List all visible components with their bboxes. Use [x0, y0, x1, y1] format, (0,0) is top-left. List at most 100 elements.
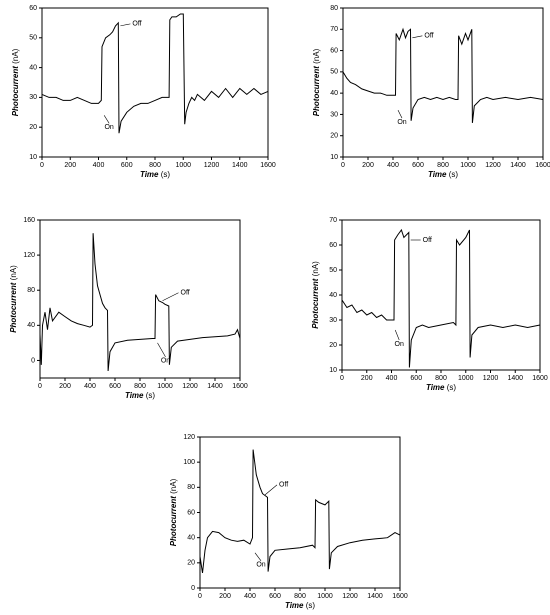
y-axis-label: Photocurrent (nA) — [311, 261, 320, 329]
x-tick-label: 400 — [84, 383, 96, 390]
x-tick-label: 400 — [386, 375, 398, 382]
x-tick-label: 400 — [244, 593, 256, 600]
y-axis-label: Photocurrent (nA) — [11, 48, 20, 116]
data-line — [342, 27, 544, 123]
x-axis-title: Time — [426, 383, 445, 392]
x-tick-label: 200 — [59, 383, 71, 390]
x-axis-unit: (s) — [449, 170, 459, 179]
y-tick-label: 30 — [330, 111, 338, 118]
x-tick-label: 1600 — [535, 162, 550, 169]
y-tick-label: 50 — [330, 69, 338, 76]
annotation-pointer — [397, 110, 403, 119]
y-axis-unit: (nA) — [312, 48, 321, 63]
annotation: Off — [423, 237, 432, 244]
annotation: On — [104, 124, 113, 131]
y-tick-label: 40 — [330, 90, 338, 97]
data-line — [41, 13, 269, 134]
x-tick-label: 1400 — [510, 162, 526, 169]
x-tick-label: 0 — [38, 383, 42, 390]
y-tick-label: 70 — [329, 217, 337, 224]
y-axis-title: Photocurrent — [11, 66, 20, 117]
x-axis-title: Time — [125, 391, 144, 400]
x-axis-label: Time (s) — [125, 391, 155, 400]
y-tick-label: 10 — [330, 154, 338, 161]
annotation-pointer — [120, 23, 131, 27]
annotation-pointer — [162, 292, 179, 302]
y-tick-label: 80 — [27, 287, 35, 294]
x-axis-title: Time — [285, 601, 304, 610]
annotation-pointer — [103, 115, 110, 124]
x-tick-label: 0 — [198, 593, 202, 600]
x-tick-label: 800 — [294, 593, 306, 600]
y-axis-unit: (nA) — [11, 48, 20, 63]
y-axis-title: Photocurrent — [169, 496, 178, 547]
y-tick-label: 10 — [29, 154, 37, 161]
x-tick-label: 200 — [362, 162, 374, 169]
y-tick-label: 30 — [329, 317, 337, 324]
plot-frame — [341, 219, 541, 371]
annotation: Off — [181, 290, 190, 297]
y-axis-label: Photocurrent (nA) — [312, 48, 321, 116]
y-tick-label: 40 — [329, 292, 337, 299]
x-axis-title: Time — [428, 170, 447, 179]
annotation-pointer — [412, 35, 423, 39]
x-tick-label: 1000 — [458, 375, 474, 382]
annotation: On — [161, 358, 170, 365]
plot-frame — [342, 7, 544, 158]
y-tick-label: 40 — [187, 535, 195, 542]
x-tick-label: 1600 — [532, 375, 548, 382]
x-tick-label: 600 — [410, 375, 422, 382]
x-tick-label: 1200 — [182, 383, 198, 390]
y-axis-title: Photocurrent — [312, 66, 321, 117]
x-tick-label: 0 — [340, 375, 344, 382]
x-tick-label: 1000 — [175, 162, 191, 169]
annotation-pointer — [254, 552, 262, 561]
y-tick-label: 20 — [187, 560, 195, 567]
y-tick-label: 60 — [329, 242, 337, 249]
plot-frame — [41, 7, 269, 158]
x-axis-label: Time (s) — [428, 170, 458, 179]
x-tick-label: 1200 — [485, 162, 501, 169]
chart: 10 20 30 40 50 60 70 0 200 400 600 800 1000 1200 1400 1… — [311, 217, 548, 392]
y-tick-label: 60 — [29, 5, 37, 12]
y-tick-label: 20 — [329, 342, 337, 349]
y-tick-label: 60 — [187, 509, 195, 516]
x-tick-label: 800 — [435, 375, 447, 382]
x-tick-label: 600 — [121, 162, 133, 169]
y-tick-label: 20 — [330, 133, 338, 140]
annotation: On — [256, 562, 265, 569]
x-tick-label: 1400 — [507, 375, 523, 382]
x-tick-label: 1600 — [260, 162, 276, 169]
y-tick-label: 120 — [23, 252, 35, 259]
y-tick-label: 30 — [29, 94, 37, 101]
x-tick-label: 1600 — [232, 383, 248, 390]
x-tick-label: 1400 — [367, 593, 383, 600]
y-tick-label: 160 — [23, 217, 35, 224]
y-tick-label: 80 — [330, 5, 338, 12]
x-tick-label: 1200 — [342, 593, 358, 600]
x-tick-label: 0 — [341, 162, 345, 169]
x-tick-label: 400 — [387, 162, 399, 169]
x-tick-label: 800 — [149, 162, 161, 169]
x-tick-label: 200 — [64, 162, 76, 169]
annotation: Off — [132, 21, 141, 28]
data-line — [341, 228, 541, 368]
x-tick-label: 600 — [412, 162, 424, 169]
x-tick-label: 1400 — [232, 162, 248, 169]
plot-frame — [39, 219, 241, 379]
data-line — [199, 449, 401, 573]
x-tick-label: 600 — [109, 383, 121, 390]
annotation: On — [395, 341, 404, 348]
x-tick-label: 1000 — [317, 593, 333, 600]
x-tick-label: 800 — [134, 383, 146, 390]
y-tick-label: 80 — [187, 484, 195, 491]
x-axis-label: Time (s) — [426, 383, 456, 392]
x-axis-unit: (s) — [161, 170, 171, 179]
x-axis-unit: (s) — [306, 601, 316, 610]
y-tick-label: 10 — [329, 367, 337, 374]
y-tick-label: 20 — [29, 124, 37, 131]
data-line — [39, 233, 241, 372]
